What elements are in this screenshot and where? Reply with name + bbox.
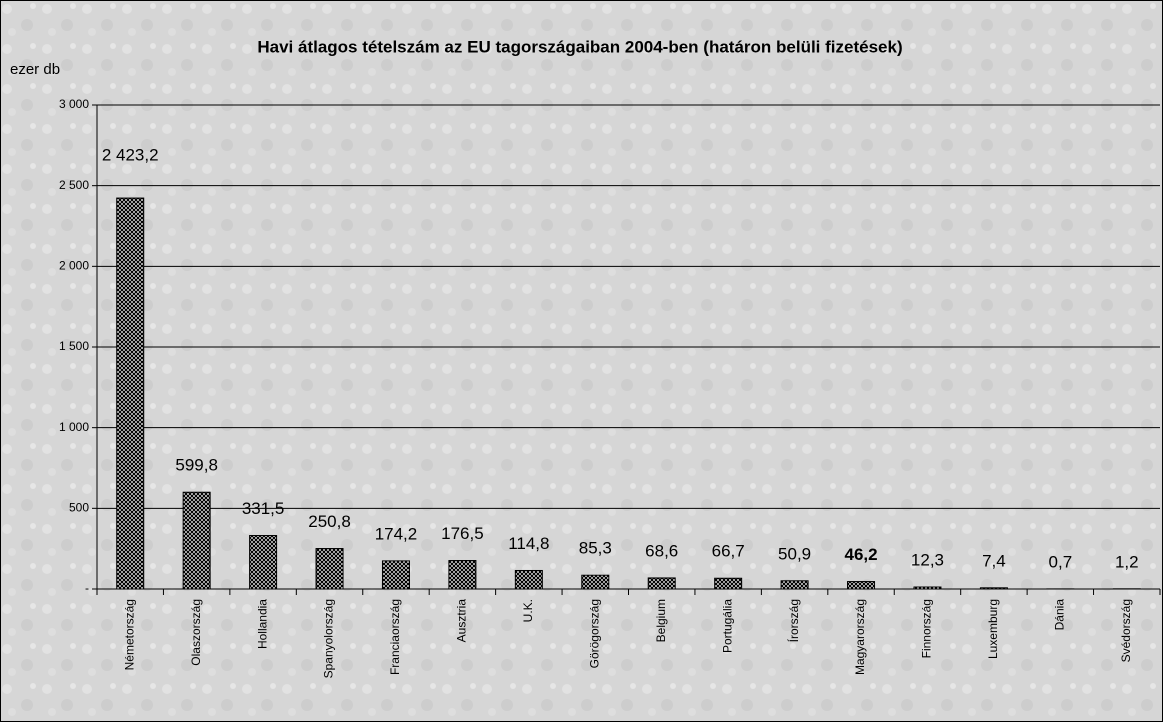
x-tick-label: Portugália: [720, 599, 734, 653]
y-tick-label: 2 500: [59, 178, 89, 192]
value-label: 599,8: [175, 456, 218, 475]
value-label: 7,4: [982, 551, 1006, 570]
bar: [581, 574, 610, 590]
x-tick-label: Hollandia: [255, 599, 269, 649]
x-tick-label: Finnország: [920, 599, 934, 658]
bar: [315, 548, 344, 590]
value-label: 331,5: [242, 499, 285, 518]
x-tick-label: Franciaország: [388, 599, 402, 675]
y-tick-label: 500: [69, 501, 89, 515]
bar: [847, 581, 876, 590]
y-tick-label: 1 500: [59, 339, 89, 353]
value-label: 174,2: [375, 524, 418, 543]
bar: [249, 535, 278, 590]
bar: [780, 580, 809, 590]
chart-title: Havi átlagos tételszám az EU tagországai…: [257, 37, 902, 56]
value-label: 0,7: [1049, 552, 1073, 571]
x-tick-label: Svédország: [1119, 599, 1133, 662]
value-label: 85,3: [579, 539, 612, 558]
x-tick-label: Görögország: [587, 599, 601, 668]
y-axis-label: ezer db: [10, 61, 60, 78]
bar: [182, 491, 211, 590]
value-label: 12,3: [911, 551, 944, 570]
x-tick-label: Magyarország: [853, 599, 867, 675]
value-label: 250,8: [308, 512, 351, 531]
bar: [913, 586, 942, 590]
x-tick-label: Spanyolország: [322, 599, 336, 678]
bar: [979, 587, 1008, 590]
x-tick-label: Ausztria: [455, 599, 469, 643]
x-tick-label: Olaszország: [189, 599, 203, 666]
bar: [714, 577, 743, 590]
x-tick-label: Dánia: [1053, 599, 1067, 631]
x-tick-label: Írország: [786, 599, 801, 642]
value-label: 46,2: [844, 545, 877, 564]
value-label: 114,8: [508, 534, 549, 553]
bar: [514, 569, 543, 590]
y-tick-label: 1 000: [59, 420, 89, 434]
bar: [647, 577, 676, 590]
value-label: 2 423,2: [102, 146, 159, 165]
x-tick-label: Belgium: [654, 599, 668, 642]
x-tick-label: Németország: [122, 599, 136, 670]
bar: [448, 560, 477, 590]
y-tick-label: 2 000: [59, 259, 89, 273]
value-label: 68,6: [645, 541, 678, 560]
y-tick-label: -: [85, 581, 89, 595]
x-tick-label: Luxemburg: [986, 599, 1000, 659]
y-tick-label: 3 000: [59, 97, 89, 111]
value-label: 50,9: [778, 544, 811, 563]
value-label: 1,2: [1115, 552, 1139, 571]
value-label: 176,5: [441, 524, 484, 543]
bar: [116, 197, 145, 590]
x-tick-label: U.K.: [521, 599, 535, 622]
value-label: 66,7: [712, 542, 745, 561]
bar: [381, 560, 410, 590]
